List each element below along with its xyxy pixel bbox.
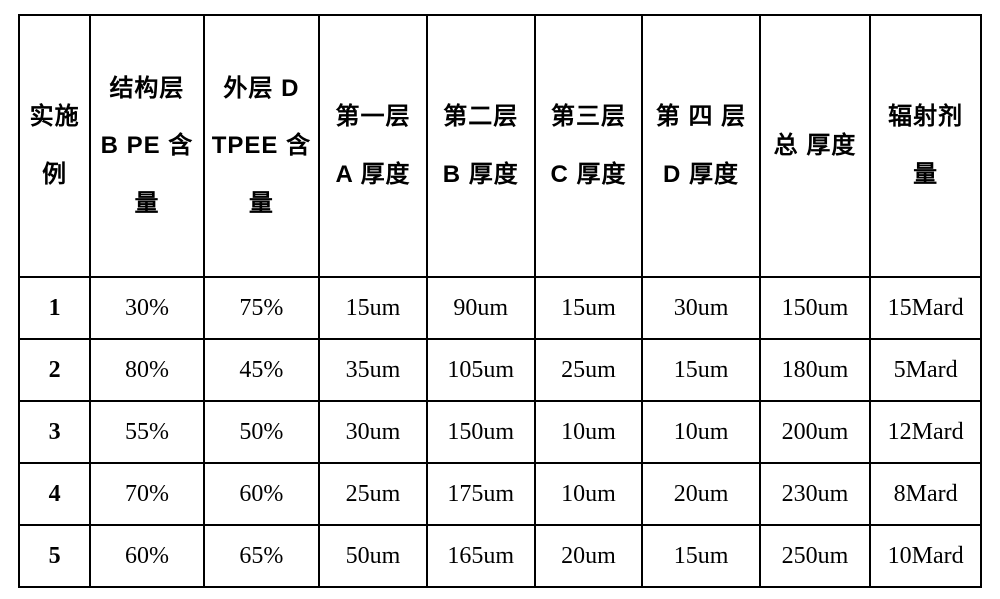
cell-value: 50um (319, 525, 427, 587)
cell-value: 10um (535, 401, 643, 463)
data-table: 实施例 结构层 B PE 含量 外层 D TPEE 含量 第一层 A 厚度 第二… (18, 14, 982, 588)
cell-value: 175um (427, 463, 535, 525)
cell-value: 180um (760, 339, 871, 401)
col-header-total-thickness: 总 厚度 (760, 15, 871, 277)
table-row: 1 30% 75% 15um 90um 15um 30um 150um 15Ma… (19, 277, 981, 339)
cell-value: 30% (90, 277, 204, 339)
table-row: 3 55% 50% 30um 150um 10um 10um 200um 12M… (19, 401, 981, 463)
cell-value: 60% (204, 463, 319, 525)
cell-value: 65% (204, 525, 319, 587)
cell-value: 10um (642, 401, 759, 463)
col-header-layer-b-thickness: 第二层 B 厚度 (427, 15, 535, 277)
header-label: 第二层 B 厚度 (428, 88, 534, 203)
cell-value: 45% (204, 339, 319, 401)
cell-value: 165um (427, 525, 535, 587)
cell-value: 50% (204, 401, 319, 463)
cell-value: 60% (90, 525, 204, 587)
col-header-layer-b-pe: 结构层 B PE 含量 (90, 15, 204, 277)
cell-value: 105um (427, 339, 535, 401)
table-row: 5 60% 65% 50um 165um 20um 15um 250um 10M… (19, 525, 981, 587)
cell-value: 20um (535, 525, 643, 587)
cell-value: 15um (319, 277, 427, 339)
cell-value: 90um (427, 277, 535, 339)
header-label: 总 厚度 (761, 117, 870, 175)
cell-example-id: 1 (19, 277, 90, 339)
cell-value: 80% (90, 339, 204, 401)
cell-value: 10um (535, 463, 643, 525)
header-label: 结构层 B PE 含量 (91, 60, 203, 233)
header-label: 第三层 C 厚度 (536, 88, 642, 203)
table-body: 1 30% 75% 15um 90um 15um 30um 150um 15Ma… (19, 277, 981, 587)
header-label: 辐射剂量 (871, 88, 980, 203)
cell-value: 20um (642, 463, 759, 525)
header-label: 第一层 A 厚度 (320, 88, 426, 203)
header-label: 外层 D TPEE 含量 (205, 60, 318, 233)
cell-value: 25um (535, 339, 643, 401)
cell-value: 10Mard (870, 525, 981, 587)
header-row: 实施例 结构层 B PE 含量 外层 D TPEE 含量 第一层 A 厚度 第二… (19, 15, 981, 277)
cell-value: 150um (427, 401, 535, 463)
cell-value: 55% (90, 401, 204, 463)
cell-value: 8Mard (870, 463, 981, 525)
cell-value: 15um (642, 339, 759, 401)
table-header: 实施例 结构层 B PE 含量 外层 D TPEE 含量 第一层 A 厚度 第二… (19, 15, 981, 277)
cell-value: 30um (319, 401, 427, 463)
col-header-layer-d-tpee: 外层 D TPEE 含量 (204, 15, 319, 277)
header-label: 第 四 层 D 厚度 (643, 88, 758, 203)
col-header-radiation-dose: 辐射剂量 (870, 15, 981, 277)
cell-value: 5Mard (870, 339, 981, 401)
cell-value: 25um (319, 463, 427, 525)
table-row: 2 80% 45% 35um 105um 25um 15um 180um 5Ma… (19, 339, 981, 401)
cell-example-id: 4 (19, 463, 90, 525)
cell-example-id: 3 (19, 401, 90, 463)
cell-value: 35um (319, 339, 427, 401)
cell-example-id: 2 (19, 339, 90, 401)
header-label: 实施例 (20, 88, 89, 203)
col-header-layer-c-thickness: 第三层 C 厚度 (535, 15, 643, 277)
table-row: 4 70% 60% 25um 175um 10um 20um 230um 8Ma… (19, 463, 981, 525)
cell-value: 200um (760, 401, 871, 463)
cell-value: 30um (642, 277, 759, 339)
cell-example-id: 5 (19, 525, 90, 587)
cell-value: 150um (760, 277, 871, 339)
cell-value: 70% (90, 463, 204, 525)
cell-value: 15um (642, 525, 759, 587)
cell-value: 75% (204, 277, 319, 339)
cell-value: 12Mard (870, 401, 981, 463)
cell-value: 250um (760, 525, 871, 587)
col-header-example: 实施例 (19, 15, 90, 277)
col-header-layer-a-thickness: 第一层 A 厚度 (319, 15, 427, 277)
cell-value: 15Mard (870, 277, 981, 339)
cell-value: 15um (535, 277, 643, 339)
cell-value: 230um (760, 463, 871, 525)
col-header-layer-d-thickness: 第 四 层 D 厚度 (642, 15, 759, 277)
